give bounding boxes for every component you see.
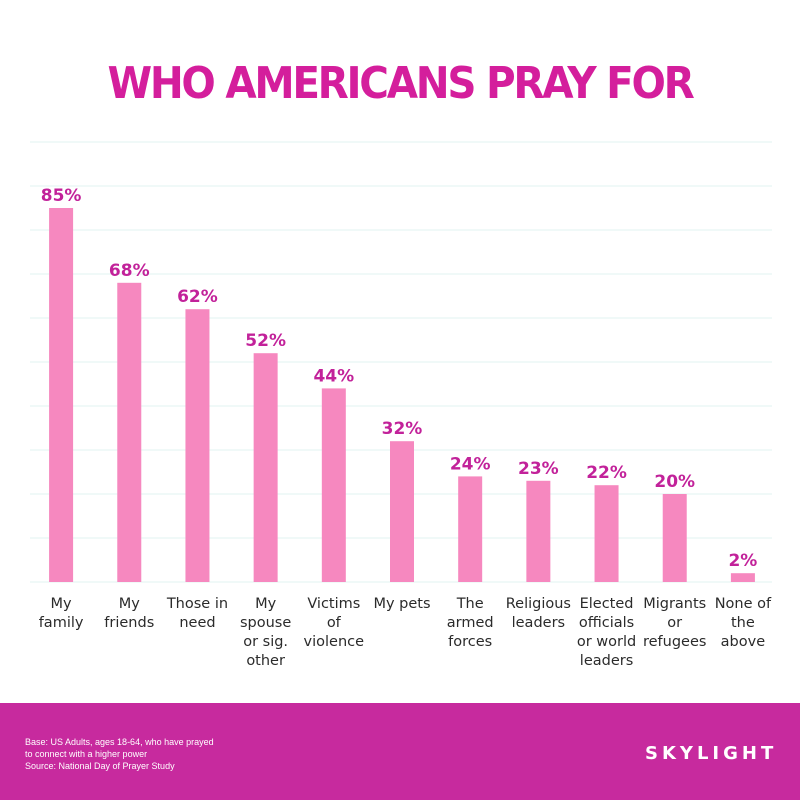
bar [253, 353, 278, 582]
category-label: Migrants or refugees [643, 596, 706, 650]
bar [730, 573, 755, 582]
value-label: 52% [245, 331, 286, 351]
category-label: Religious leaders [506, 596, 571, 631]
chart-title: WHO AMERICANS PRAY FOR [107, 58, 694, 109]
value-label: 23% [518, 459, 559, 479]
category-label: My family [39, 596, 84, 631]
footer-bar: Base: US Adults, ages 18-64, who have pr… [0, 703, 800, 800]
value-label: 20% [654, 472, 695, 492]
bar [662, 494, 687, 582]
value-label: 24% [450, 454, 491, 474]
bar [594, 485, 619, 582]
bar [526, 480, 551, 582]
category-label: Elected officials or world leaders [577, 596, 636, 669]
value-label: 2% [728, 551, 757, 571]
category-label: None of the above [715, 596, 772, 650]
value-label: 62% [177, 287, 218, 307]
footnote-line: to connect with a higher power [25, 749, 148, 759]
bar [390, 441, 414, 582]
bars [49, 208, 755, 582]
bar [321, 388, 346, 582]
skylight-logo: SKYLIGHT [606, 738, 777, 768]
value-label: 85% [41, 186, 82, 206]
category-label: My friends [104, 596, 154, 631]
value-label: 22% [586, 463, 627, 483]
value-label: 32% [382, 419, 423, 439]
category-label: Those in need [166, 596, 228, 631]
value-label: 44% [313, 366, 354, 386]
value-labels: 85% 68% 62% 52% 44% 32% 24% 23% 22% 20% 2% [41, 186, 758, 571]
bar [458, 476, 483, 582]
category-label: My pets [373, 596, 430, 612]
footnote: Base: US Adults, ages 18-64, who have pr… [25, 736, 214, 772]
soundwave-logo-icon [608, 740, 634, 766]
footnote-line: Source: National Day of Prayer Study [25, 761, 175, 771]
bar [117, 282, 142, 582]
footnote-line: Base: US Adults, ages 18-64, who have pr… [25, 737, 214, 747]
bar [49, 208, 74, 582]
category-labels: My family My friends Those in need My spouse or … [39, 596, 772, 669]
category-label: My spouse or sig. other [240, 596, 291, 669]
value-label: 68% [109, 261, 150, 281]
brand-name: SKYLIGHT [645, 742, 778, 764]
category-label: Victims of violence [304, 596, 365, 650]
bar [185, 309, 210, 582]
category-label: The armed forces [447, 596, 494, 650]
bar-chart: 85% 68% 62% 52% 44% 32% 24% 23% 22% 20% 2% My famil… [30, 141, 772, 669]
